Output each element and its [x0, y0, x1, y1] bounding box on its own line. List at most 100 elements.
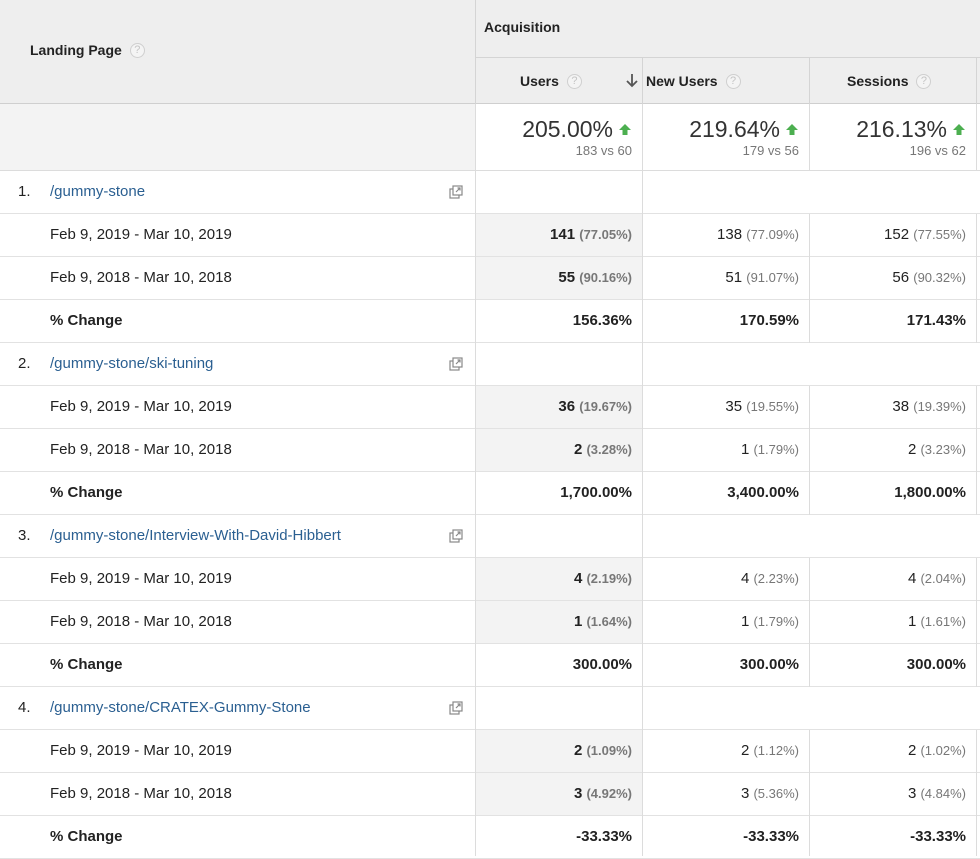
divider [809, 558, 810, 687]
help-icon[interactable]: ? [129, 42, 145, 58]
change-label: % Change [50, 828, 123, 845]
open-in-new-window-icon[interactable] [449, 185, 463, 199]
arrow-up-icon [619, 123, 631, 135]
sessions-cell: 2 (3.23%) [908, 441, 966, 458]
users-change: 300.00% [572, 656, 632, 673]
column-header-label[interactable]: Sessions [847, 73, 909, 89]
divider [642, 57, 643, 104]
open-in-new-window-icon[interactable] [449, 357, 463, 371]
date-range-label: Feb 9, 2018 - Mar 10, 2018 [50, 785, 232, 802]
cell-percent: (90.32%) [913, 270, 966, 285]
divider [809, 214, 810, 343]
table-row: Feb 9, 2018 - Mar 10, 2018 2 (3.28%) 1 (… [0, 429, 980, 472]
users-cell: 2 (3.28%) [574, 441, 632, 458]
sessions-cell: 152 (77.55%) [884, 226, 966, 243]
divider [976, 104, 977, 170]
cell-value: 36 [558, 398, 576, 415]
new-users-change: 170.59% [739, 312, 799, 329]
summary-users: 205.00% 183 vs 60 [476, 104, 643, 170]
landing-page-link[interactable]: /gummy-stone/Interview-With-David-Hibber… [50, 527, 341, 544]
cell-percent: (1.12%) [753, 743, 799, 758]
cell-value: 3 [907, 785, 917, 802]
cell-value: 56 [892, 269, 910, 286]
cell-value: 152 [884, 226, 910, 243]
column-header-label[interactable]: Users [520, 73, 559, 89]
cell-percent: (5.36%) [753, 786, 799, 801]
sorted-column-bg [476, 773, 643, 815]
change-label: % Change [50, 484, 123, 501]
cell-percent: (19.67%) [579, 399, 632, 414]
sessions-cell: 4 (2.04%) [908, 570, 966, 587]
date-range-label: Feb 9, 2019 - Mar 10, 2019 [50, 742, 232, 759]
table-row: 1. /gummy-stone [0, 171, 980, 214]
sorted-column-bg [476, 601, 643, 643]
cell-percent: (1.61%) [920, 614, 966, 629]
summary-percent: 205.00% [522, 116, 613, 142]
cell-percent: (90.16%) [579, 270, 632, 285]
cell-percent: (2.23%) [753, 571, 799, 586]
sorted-column-bg [476, 730, 643, 772]
column-header-new-users[interactable]: New Users ? [646, 58, 741, 104]
column-header-users[interactable]: Users ? [520, 58, 582, 104]
cell-percent: (91.07%) [746, 270, 799, 285]
landing-page-header-label[interactable]: Landing Page [30, 42, 122, 58]
divider [809, 730, 810, 856]
row-number: 1. [18, 183, 31, 200]
landing-page-link[interactable]: /gummy-stone/CRATEX-Gummy-Stone [50, 699, 311, 716]
summary-comparison: 179 vs 56 [742, 143, 799, 158]
summary-comparison: 196 vs 62 [909, 143, 966, 158]
table-row: Feb 9, 2019 - Mar 10, 2019 2 (1.09%) 2 (… [0, 730, 980, 773]
open-in-new-window-icon[interactable] [449, 529, 463, 543]
divider [642, 171, 643, 856]
divider [976, 214, 977, 343]
date-range-label: Feb 9, 2019 - Mar 10, 2019 [50, 226, 232, 243]
new-users-cell: 51 (91.07%) [725, 269, 799, 286]
cell-value: 38 [892, 398, 910, 415]
cell-value: 4 [740, 570, 750, 587]
cell-value: 1 [740, 441, 750, 458]
cell-value: 1 [740, 613, 750, 630]
cell-percent: (4.92%) [586, 786, 632, 801]
cell-percent: (77.05%) [579, 227, 632, 242]
users-cell: 4 (2.19%) [574, 570, 632, 587]
new-users-change: 3,400.00% [727, 484, 799, 501]
cell-percent: (1.02%) [920, 743, 966, 758]
arrow-down-icon[interactable] [625, 73, 639, 89]
table-row: % Change 300.00% 300.00% 300.00% [0, 644, 980, 687]
open-in-new-window-icon[interactable] [449, 701, 463, 715]
sessions-cell: 56 (90.32%) [892, 269, 966, 286]
cell-value: 4 [907, 570, 917, 587]
divider [475, 104, 476, 170]
table-row: Feb 9, 2018 - Mar 10, 2018 55 (90.16%) 5… [0, 257, 980, 300]
divider [809, 386, 810, 515]
cell-percent: (4.84%) [920, 786, 966, 801]
landing-page-link[interactable]: /gummy-stone [50, 183, 146, 200]
column-header-label[interactable]: New Users [646, 73, 718, 89]
date-range-label: Feb 9, 2019 - Mar 10, 2019 [50, 570, 232, 587]
table-row: % Change 156.36% 170.59% 171.43% [0, 300, 980, 343]
table-row: 3. /gummy-stone/Interview-With-David-Hib… [0, 515, 980, 558]
cell-value: 1 [907, 613, 917, 630]
help-icon[interactable]: ? [725, 73, 741, 89]
table-row: % Change -33.33% -33.33% -33.33% [0, 816, 980, 859]
column-header-sessions[interactable]: Sessions ? [847, 58, 932, 104]
sorted-column-bg [476, 257, 643, 299]
users-cell: 1 (1.64%) [574, 613, 632, 630]
cell-percent: (1.79%) [753, 442, 799, 457]
cell-percent: (1.79%) [753, 614, 799, 629]
help-icon[interactable]: ? [566, 73, 582, 89]
landing-page-header[interactable]: Landing Page ? [30, 42, 145, 58]
sessions-change: 1,800.00% [894, 484, 966, 501]
users-cell: 2 (1.09%) [574, 742, 632, 759]
landing-page-link[interactable]: /gummy-stone/ski-tuning [50, 355, 214, 372]
new-users-cell: 138 (77.09%) [717, 226, 799, 243]
divider [642, 104, 643, 170]
help-icon[interactable]: ? [916, 73, 932, 89]
sorted-column-bg [476, 429, 643, 471]
cell-percent: (2.04%) [920, 571, 966, 586]
row-number: 3. [18, 527, 31, 544]
row-number: 2. [18, 355, 31, 372]
summary-percent: 216.13% [856, 116, 947, 142]
cell-value: 51 [725, 269, 743, 286]
acquisition-group-header: Acquisition [484, 19, 561, 35]
